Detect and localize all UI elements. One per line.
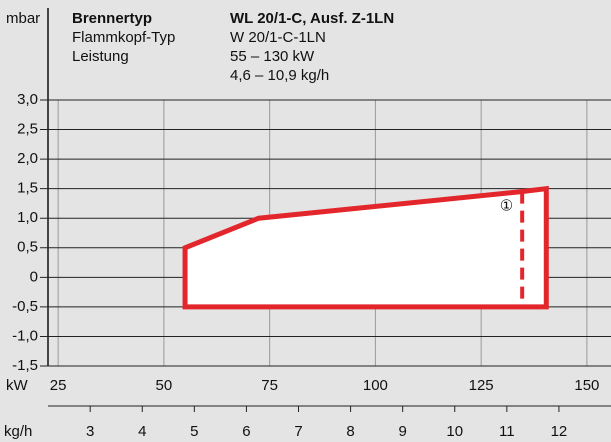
x2-tick-label: 10 [446, 423, 463, 440]
y-tick-label: -0,5 [12, 298, 38, 315]
x-tick-label: 50 [156, 377, 173, 394]
x-axis-label: kW [6, 377, 29, 394]
x2-axis-label: kg/h [4, 423, 32, 440]
x-tick-label: 125 [469, 377, 494, 394]
y-axis-label: mbar [6, 10, 40, 27]
x2-tick-label: 3 [86, 423, 94, 440]
y-tick-label: 0 [30, 268, 38, 285]
y-tick-label: 2,0 [17, 150, 38, 167]
y-tick-label: 0,5 [17, 239, 38, 256]
y-tick-label: -1,5 [12, 357, 38, 374]
info-label: Brennertyp [72, 10, 152, 27]
y-tick-label: -1,0 [12, 327, 38, 344]
x2-tick-label: 11 [499, 423, 515, 440]
x2-tick-label: 5 [190, 423, 198, 440]
info-label: Flammkopf-Typ [72, 29, 175, 46]
y-tick-label: 1,0 [17, 209, 38, 226]
info-value: W 20/1-C-1LN [230, 29, 326, 46]
x2-tick-label: 7 [294, 423, 302, 440]
x2-tick-label: 8 [346, 423, 354, 440]
y-tick-label: 2,5 [17, 121, 38, 138]
y-tick-label: 3,0 [17, 91, 38, 108]
x2-tick-label: 12 [551, 423, 568, 440]
x2-tick-label: 4 [138, 423, 146, 440]
x-tick-label: 75 [261, 377, 278, 394]
annotation: ① [500, 197, 513, 214]
info-label: Leistung [72, 48, 129, 65]
info-value: 4,6 – 10,9 kg/h [230, 67, 329, 84]
x-tick-label: 100 [363, 377, 388, 394]
x2-tick-label: 9 [399, 423, 407, 440]
info-value: WL 20/1-C, Ausf. Z-1LN [230, 10, 394, 27]
x2-tick-label: 6 [242, 423, 250, 440]
info-value: 55 – 130 kW [230, 48, 315, 65]
x-tick-label: 150 [574, 377, 599, 394]
y-tick-label: 1,5 [17, 180, 38, 197]
x-tick-label: 25 [50, 377, 67, 394]
